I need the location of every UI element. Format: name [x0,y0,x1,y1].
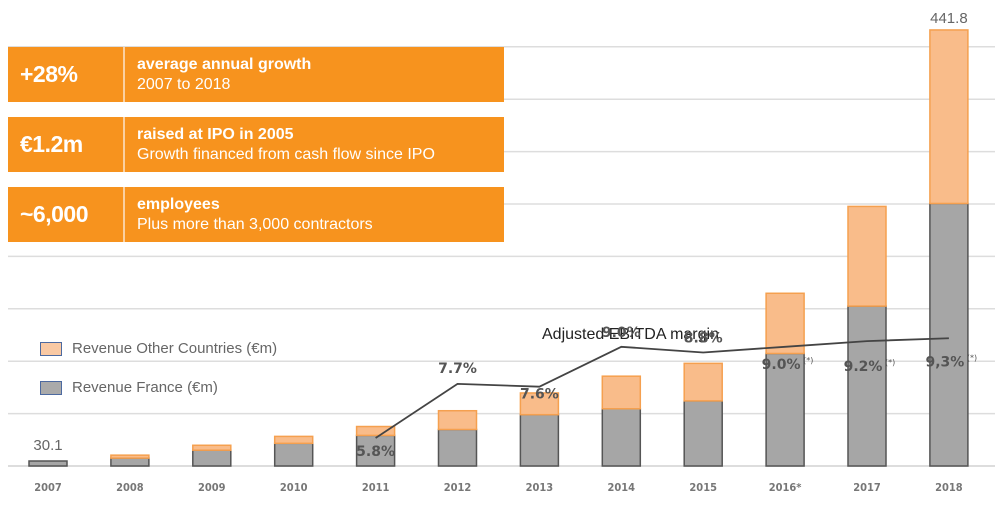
footnote-marker: (*) [803,356,813,365]
x-tick-label: 2009 [198,481,226,494]
bar-france-2016* [765,352,805,467]
ebitda-margin-label: 7.6% [520,387,559,403]
bar-other-2015 [683,362,723,402]
value-label: 30.1 [33,437,62,454]
x-tick-label: 2008 [116,481,144,494]
bar-france-2018 [929,202,969,467]
bar-france-2011 [355,434,396,467]
stat-card-ipo: €1.2m raised at IPO in 2005 Growth financ… [8,117,504,172]
ebitda-margin-label: 9,3% [925,354,964,370]
bar-other-2010 [273,435,314,445]
x-tick-label: 2017 [853,481,881,494]
bar-other-2013 [519,392,560,416]
bar-france-2017 [847,305,887,467]
legend-item-france: Revenue France (€m) [40,379,218,396]
legend-label: Revenue Other Countries (€m) [72,340,278,357]
bar-france-2008 [110,457,150,467]
ebitda-margin-label: 9.0% [762,357,801,373]
stat-card-employees: ~6,000 employees Plus more than 3,000 con… [8,187,504,242]
stat-subtitle: 2007 to 2018 [137,75,231,93]
legend-swatch-france [40,380,62,395]
stat-title: employees [137,195,220,213]
bar-other-2008 [110,454,150,459]
stat-title: raised at IPO in 2005 [137,125,294,143]
bar-other-2012 [437,409,478,431]
x-tick-label: 2016* [769,481,802,494]
x-tick-label: 2018 [935,481,963,494]
bar-france-2010 [273,442,314,467]
x-tick-label: 2013 [526,481,554,494]
x-tick-label: 2014 [608,481,636,494]
x-tick-label: 2015 [689,481,717,494]
bar-other-2014 [601,375,642,410]
stat-subtitle: Plus more than 3,000 contractors [137,215,373,233]
footnote-marker: (*) [967,353,977,362]
stat-card-growth: +28% average annual growth 2007 to 2018 [8,47,504,102]
bar-other-2018 [929,29,969,205]
ebitda-margin-line [375,337,949,439]
value-label: 441.8 [930,10,968,27]
bar-france-2013 [519,413,560,467]
footnote-marker: (*) [885,358,895,367]
stat-subtitle: Growth financed from cash flow since IPO [137,145,435,163]
ebitda-margin-label: 5.8% [356,444,395,460]
x-tick-label: 2007 [34,481,62,494]
ebitda-margin-label: 8.8% [684,331,723,347]
ebitda-margin-label: 9.0% [602,325,641,341]
bar-france-2015 [683,400,723,467]
legend-label: Revenue France (€m) [72,379,218,396]
bar-france-2009 [192,449,232,467]
x-tick-label: 2011 [362,481,390,494]
bar-france-2007 [28,460,68,467]
stat-value: +28% [8,47,125,102]
bar-other-2016* [765,292,805,355]
ebitda-line-label: Adjusted EBITDA margin [542,326,719,343]
legend-swatch-other [40,341,62,356]
stat-title: average annual growth [137,55,312,73]
bar-france-2012 [437,428,478,467]
stat-value: ~6,000 [8,187,125,242]
ebitda-margin-label: 9.2% [844,359,883,375]
x-tick-label: 2012 [444,481,472,494]
legend-item-other-countries: Revenue Other Countries (€m) [40,340,277,357]
stat-value: €1.2m [8,117,125,172]
bar-other-2009 [192,444,232,451]
x-tick-label: 2010 [280,481,308,494]
bar-other-2011 [355,425,396,437]
ebitda-margin-label: 7.7% [438,361,477,377]
bar-france-2014 [601,408,642,467]
bar-other-2017 [847,205,887,307]
